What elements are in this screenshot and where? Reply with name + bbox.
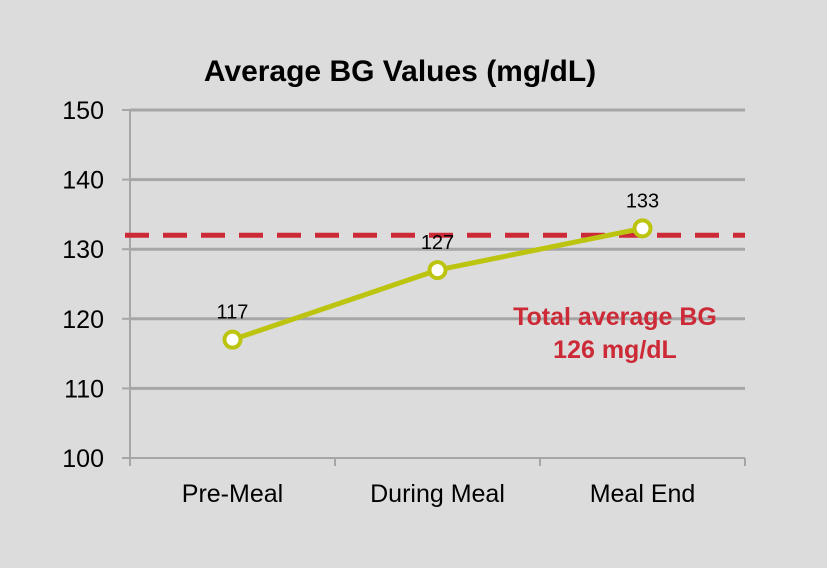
annotation-line-2: 126 mg/dL — [553, 336, 677, 364]
y-tick-label: 150 — [62, 97, 104, 125]
data-label: 133 — [626, 190, 659, 212]
series-layer — [222, 218, 653, 350]
data-label: 127 — [421, 232, 454, 254]
data-point — [222, 329, 243, 350]
x-tick-label: During Meal — [370, 480, 505, 508]
y-tick-label: 140 — [62, 167, 104, 195]
y-tick-label: 130 — [62, 236, 104, 264]
y-tick-label: 100 — [62, 445, 104, 473]
data-label: 117 — [217, 302, 249, 324]
chart-title: Average BG Values (mg/dL) — [204, 55, 596, 88]
data-labels: 117 127 133 — [217, 190, 660, 323]
y-tick-label: 120 — [62, 306, 104, 334]
gridlines — [130, 108, 745, 390]
x-tick-labels: Pre-Meal During Meal Meal End — [182, 480, 696, 508]
axes — [122, 109, 746, 466]
annotation-line-1: Total average BG — [513, 303, 717, 331]
data-point — [632, 218, 653, 239]
data-point — [427, 260, 448, 281]
x-tick-label: Meal End — [590, 480, 696, 508]
y-tick-labels: 100 110 120 130 140 150 — [62, 97, 104, 473]
y-tick-label: 110 — [64, 375, 104, 403]
x-tick-label: Pre-Meal — [182, 480, 283, 508]
